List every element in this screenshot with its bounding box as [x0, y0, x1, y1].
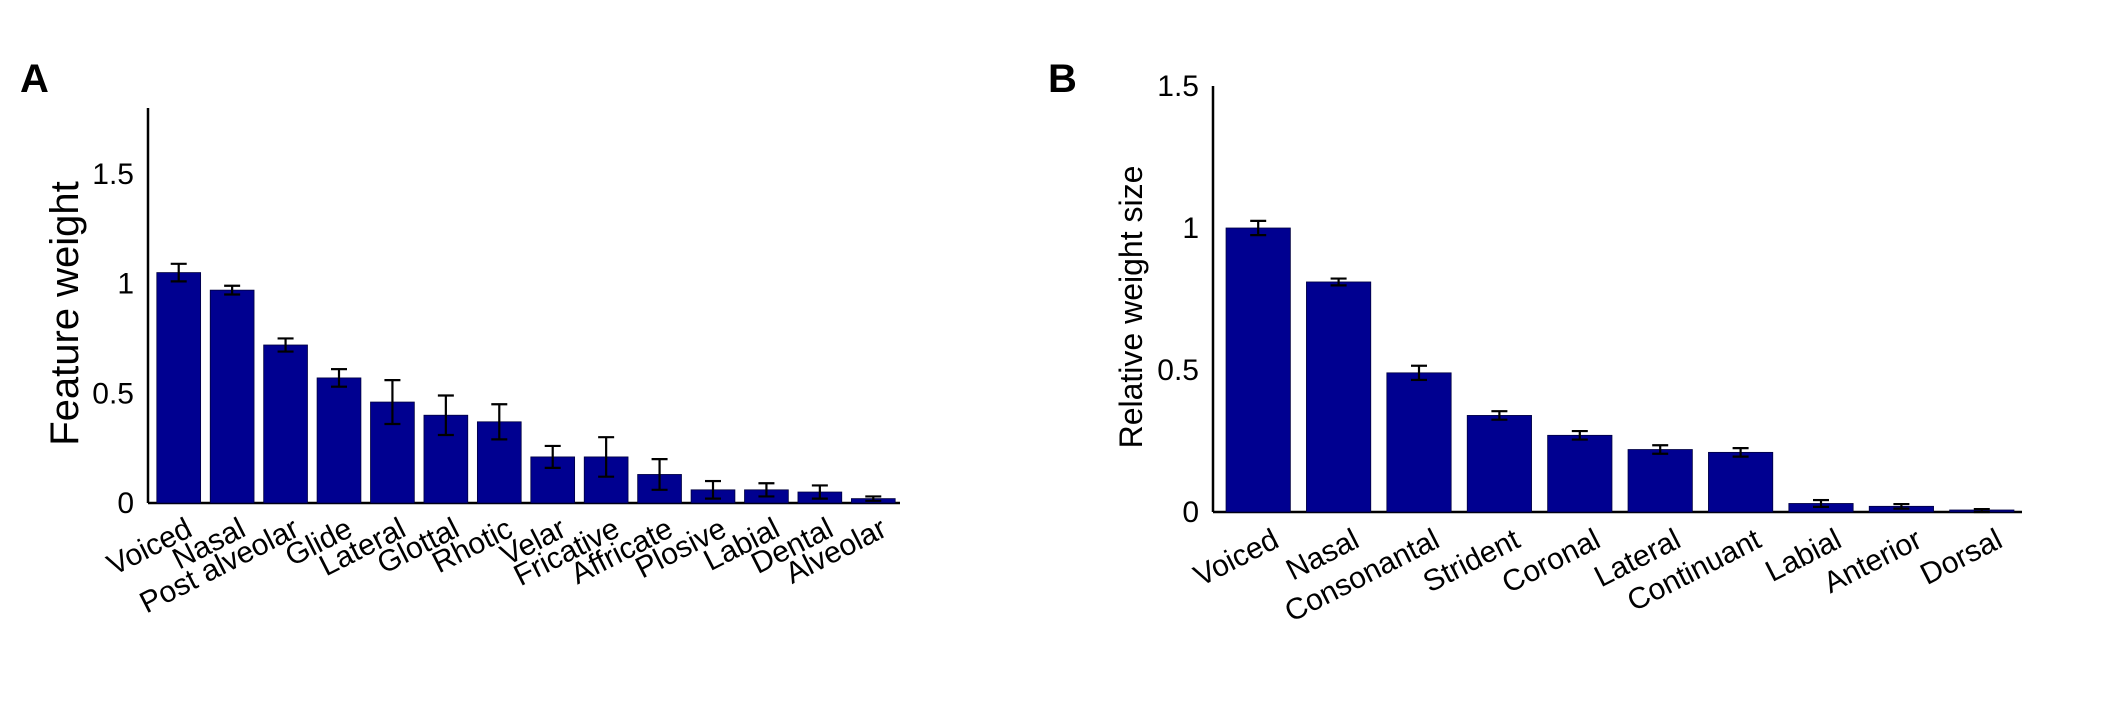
error-bar	[544, 444, 561, 469]
error-bar	[1571, 429, 1588, 441]
category-label: Dorsal	[1915, 523, 2007, 592]
y-tick-label: 1	[117, 268, 134, 301]
error-bar	[384, 379, 401, 426]
y-tick-label: 0	[1182, 496, 1199, 529]
error-bar	[1813, 498, 1829, 508]
error-bar	[705, 479, 721, 500]
y-tick-label: 1.5	[92, 158, 134, 191]
y-tick-label: 1	[1182, 212, 1199, 245]
error-bar	[651, 458, 668, 491]
error-bar	[437, 394, 454, 437]
category-label: Voiced	[1189, 523, 1284, 593]
panel-label-b: B	[1048, 57, 1077, 101]
error-bar	[170, 262, 187, 283]
y-tick-label: 0.5	[92, 377, 134, 410]
y-tick-label: 0.5	[1157, 354, 1199, 387]
error-bar	[491, 403, 508, 441]
error-bar	[1973, 508, 1990, 514]
bar-nasal	[209, 289, 255, 504]
error-bar	[1411, 364, 1427, 382]
error-bar	[758, 482, 775, 498]
error-bar	[1893, 502, 1910, 510]
panel-label-a: A	[20, 57, 49, 101]
bar-continuant	[1708, 451, 1774, 513]
bar-consonantal	[1386, 372, 1452, 513]
error-bar	[1732, 447, 1749, 458]
error-bar	[811, 484, 828, 500]
bar-post-alveolar	[263, 344, 308, 504]
error-bar	[331, 368, 347, 388]
error-bar	[598, 436, 615, 478]
bar-voiced	[1225, 227, 1291, 513]
error-bar	[865, 495, 882, 502]
y-axis-label: Feature weight	[43, 181, 87, 446]
y-tick-label: 0	[117, 487, 134, 520]
y-axis-label: Relative weight size	[1113, 166, 1149, 449]
error-bar	[1652, 444, 1669, 455]
bar-coronal	[1547, 434, 1613, 513]
error-bar	[1330, 277, 1347, 287]
error-bar	[224, 284, 241, 296]
bar-voiced	[156, 272, 202, 504]
bar-glide	[316, 377, 362, 504]
y-tick-label: 1.5	[1157, 70, 1199, 103]
error-bar	[1491, 410, 1508, 421]
error-bar	[277, 337, 294, 353]
bar-nasal	[1306, 281, 1372, 513]
bar-lateral	[1627, 449, 1693, 513]
bar-strident	[1466, 415, 1532, 513]
error-bar	[1250, 219, 1267, 237]
